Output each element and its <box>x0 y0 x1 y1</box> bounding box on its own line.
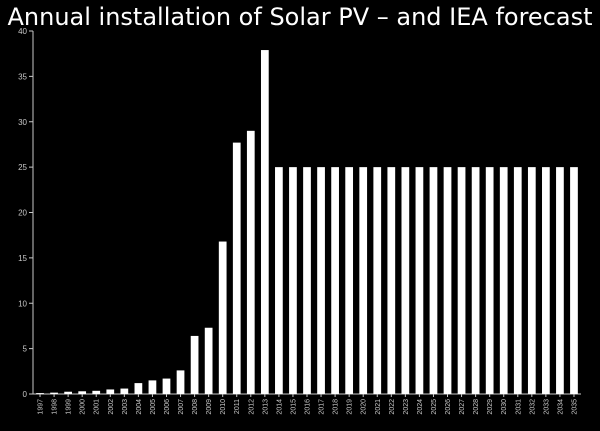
bar-2031 <box>513 167 522 395</box>
bar-2008 <box>190 335 199 394</box>
y-tick-label: 40 <box>18 27 27 36</box>
bar-2011 <box>232 142 241 394</box>
x-tick-label: 2035 <box>571 399 578 415</box>
x-tick-label: 2003 <box>122 399 129 415</box>
bar-2001 <box>92 390 101 394</box>
x-tick-label: 2023 <box>403 399 410 415</box>
bar-2027 <box>457 167 466 395</box>
x-tick-label: 1999 <box>66 399 73 415</box>
bar-2025 <box>429 167 438 395</box>
x-tick-label: 2006 <box>164 399 171 415</box>
y-tick-label: 0 <box>23 390 28 399</box>
bar-2002 <box>106 389 115 394</box>
x-tick-label: 2002 <box>108 399 115 415</box>
bar-2035 <box>570 167 578 395</box>
bar-2010 <box>218 241 227 394</box>
x-tick-label: 2026 <box>445 399 452 415</box>
x-tick-label: 2024 <box>417 399 424 415</box>
bar-2014 <box>275 167 283 395</box>
bar-2020 <box>359 167 368 395</box>
x-tick-label: 2014 <box>276 399 283 415</box>
bar-2016 <box>303 167 311 395</box>
x-tick-label: 2027 <box>459 399 466 415</box>
bar-2009 <box>204 327 213 394</box>
bar-2024 <box>415 167 424 395</box>
x-tick-label: 2017 <box>319 399 326 415</box>
x-tick-label: 2004 <box>136 399 143 415</box>
bar-2013 <box>260 50 269 395</box>
bar-2034 <box>556 167 564 395</box>
x-tick-label: 2015 <box>290 399 297 415</box>
bar-2018 <box>331 167 339 395</box>
bar-2000 <box>78 391 87 394</box>
y-tick-label: 30 <box>18 118 27 127</box>
y-tick-label: 25 <box>18 163 27 172</box>
x-tick-label: 2034 <box>557 399 564 415</box>
bar-2033 <box>542 167 550 395</box>
bar-1998 <box>50 392 58 394</box>
x-tick-label: 2000 <box>80 399 87 415</box>
chart-title: Annual installation of Solar PV – and IE… <box>7 3 593 31</box>
x-tick-label: 1998 <box>52 399 59 415</box>
bar-2021 <box>373 167 382 395</box>
bar-2029 <box>485 167 494 395</box>
x-tick-label: 2031 <box>515 399 522 415</box>
x-tick-label: 2011 <box>234 399 241 414</box>
bar-1999 <box>64 391 72 394</box>
x-tick-label: 2012 <box>248 399 255 415</box>
x-tick-label: 2009 <box>206 399 213 415</box>
x-tick-label: 2032 <box>529 399 536 415</box>
y-tick-label: 15 <box>18 254 27 263</box>
x-tick-label: 2005 <box>150 399 157 415</box>
bar-2012 <box>246 130 255 394</box>
x-tick-label: 2030 <box>501 399 508 415</box>
y-tick-label: 35 <box>18 72 27 81</box>
bar-2006 <box>162 378 171 394</box>
bar-2019 <box>345 167 354 395</box>
bar-2005 <box>148 380 157 394</box>
x-tick-label: 2029 <box>487 399 494 415</box>
bar-1997 <box>36 393 44 394</box>
bar-2030 <box>499 167 508 395</box>
bar-2032 <box>527 167 536 395</box>
x-tick-label: 2019 <box>347 399 354 415</box>
x-tick-label: 2007 <box>178 399 185 415</box>
bar-2004 <box>134 383 143 394</box>
x-tick-label: 2020 <box>361 399 368 415</box>
x-tick-label: 2018 <box>333 399 340 415</box>
x-tick-label: 2016 <box>305 399 312 415</box>
x-tick-label: 2010 <box>220 399 227 415</box>
x-tick-label: 2008 <box>192 399 199 415</box>
y-tick-label: 5 <box>23 345 28 354</box>
bar-2015 <box>289 167 297 395</box>
x-tick-label: 2013 <box>262 399 269 415</box>
bar-2003 <box>120 388 129 394</box>
y-tick-label: 10 <box>18 299 27 308</box>
bar-2028 <box>471 167 480 395</box>
y-tick-label: 20 <box>18 209 27 218</box>
x-tick-label: 2022 <box>389 399 396 415</box>
bar-2007 <box>176 370 185 394</box>
x-tick-label: 2025 <box>431 399 438 415</box>
x-tick-label: 2033 <box>543 399 550 415</box>
x-tick-label: 2021 <box>375 399 382 415</box>
bar-2023 <box>401 167 410 395</box>
bar-2026 <box>443 167 452 395</box>
bar-2017 <box>317 167 325 395</box>
bar-2022 <box>387 167 396 395</box>
x-tick-label: 1997 <box>38 399 45 415</box>
x-tick-label: 2028 <box>473 399 480 415</box>
x-tick-label: 2001 <box>94 399 101 415</box>
